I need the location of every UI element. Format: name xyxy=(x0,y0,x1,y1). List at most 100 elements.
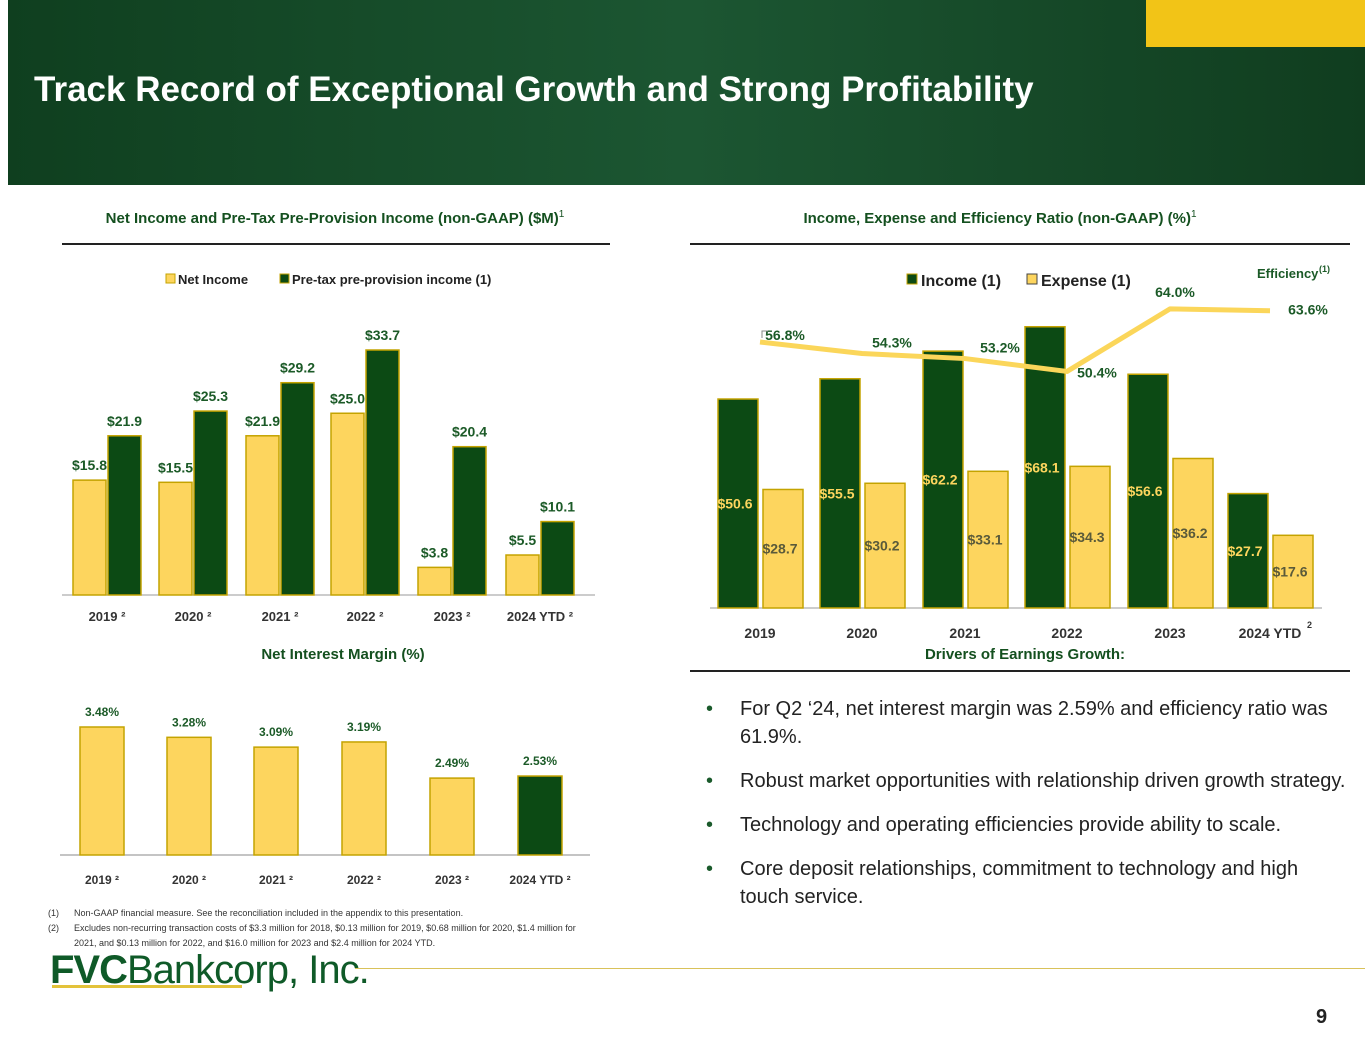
income-bar xyxy=(1127,373,1169,609)
expense-label: $17.6 xyxy=(1272,564,1307,580)
footnote-number: (1) xyxy=(48,908,59,918)
footnote-number: (2) xyxy=(48,923,59,933)
logo-underline xyxy=(52,985,242,988)
nim-label: 3.09% xyxy=(259,725,293,739)
chart1-x-tick: 2024 YTD ² xyxy=(507,609,574,624)
chart2-x-tick: 2021 ² xyxy=(259,873,293,887)
expense-label: $33.1 xyxy=(967,532,1002,548)
leader-line xyxy=(761,330,768,338)
driver-text: Technology and operating efficiencies pr… xyxy=(740,814,1282,836)
income-label: $62.2 xyxy=(922,472,957,488)
chart3-x-tick: 2023 xyxy=(1154,625,1185,641)
chart2-x-tick: 2022 ² xyxy=(347,873,381,887)
ppi-label: $33.7 xyxy=(365,327,400,343)
company-logo: FVCBankcorp, Inc. xyxy=(50,948,370,993)
net-income-bar xyxy=(330,412,365,596)
net-income-label: $15.5 xyxy=(158,459,193,475)
income-bar xyxy=(1024,325,1066,609)
net-income-label: $3.8 xyxy=(421,544,448,560)
chart1-title-sup: 1 xyxy=(558,209,565,220)
chart3-title-text: Income, Expense and Efficiency Ratio (no… xyxy=(803,210,1191,227)
income-bar xyxy=(819,378,861,609)
income-bar xyxy=(922,350,964,609)
chart2-title: Net Interest Margin (%) xyxy=(261,646,425,663)
expense-bar xyxy=(1272,534,1314,609)
income-bar xyxy=(717,398,759,609)
chart1-x-tick: 2021 ² xyxy=(262,609,300,624)
ppi-bar xyxy=(365,349,400,596)
legend-income: Income (1) xyxy=(921,273,1001,290)
ppi-bar xyxy=(452,445,487,596)
bullet-dot: • xyxy=(706,858,714,880)
efficiency-label: 54.3% xyxy=(872,335,912,351)
income-label: $50.6 xyxy=(717,496,752,512)
efficiency-line xyxy=(759,306,1271,374)
footnotes: (1) Non-GAAP financial measure. See the r… xyxy=(48,906,588,951)
nim-bar xyxy=(429,777,475,856)
efficiency-label: 53.2% xyxy=(980,340,1020,356)
ppi-bar xyxy=(540,520,575,596)
ppi-label: $20.4 xyxy=(452,424,487,440)
expense-label: $30.2 xyxy=(864,538,899,554)
nim-label: 3.28% xyxy=(172,715,206,729)
nim-label: 2.49% xyxy=(435,756,469,770)
chart1-x-tick: 2020 ² xyxy=(175,609,213,624)
chart3-x-tick: 2019 xyxy=(744,625,775,641)
driver-text: For Q2 ‘24, net interest margin was 2.59… xyxy=(740,698,1328,748)
efficiency-label: 56.8% xyxy=(765,327,805,343)
efficiency-label: 50.4% xyxy=(1077,364,1117,380)
income-label: $56.6 xyxy=(1127,483,1162,499)
net-income-bar xyxy=(505,554,540,596)
expense-label: $36.2 xyxy=(1172,525,1207,541)
driver-text: Core deposit relationships, commitment t… xyxy=(740,858,1299,908)
nim-bar xyxy=(79,726,125,856)
ppi-label: $10.1 xyxy=(540,499,575,515)
net-income-bar xyxy=(158,481,193,596)
net-income-label: $5.5 xyxy=(509,532,536,548)
expense-label: $34.3 xyxy=(1069,529,1104,545)
expense-label: $28.7 xyxy=(762,541,797,557)
legend-swatch-expense xyxy=(1026,273,1038,285)
page-number: 9 xyxy=(1316,1006,1328,1028)
bullet-dot: • xyxy=(706,770,714,792)
chart3-x-tick-sup: 2 xyxy=(1307,620,1312,630)
chart2-x-tick: 2023 ² xyxy=(435,873,469,887)
net-income-label: $15.8 xyxy=(72,457,107,473)
efficiency-label: 64.0% xyxy=(1155,284,1195,300)
efficiency-legend: Efficiency xyxy=(1257,266,1319,281)
chart1-title: Net Income and Pre-Tax Pre-Provision Inc… xyxy=(106,209,565,227)
expense-bar xyxy=(967,470,1009,609)
income-bar xyxy=(1227,492,1269,609)
net-income-bar xyxy=(245,435,280,596)
driver-bullet: • Technology and operating efficiencies p… xyxy=(706,811,1346,839)
legend-swatch-income xyxy=(906,273,918,285)
drivers-rule xyxy=(690,670,1350,672)
legend-swatch-net-income xyxy=(165,273,176,284)
ppi-label: $29.2 xyxy=(280,360,315,376)
expense-bar xyxy=(762,488,804,609)
corner-accent xyxy=(1146,0,1365,47)
chart1-x-tick: 2019 ² xyxy=(89,609,127,624)
chart3-rule xyxy=(690,243,1350,245)
net-income-label: $21.9 xyxy=(245,413,280,429)
net-income-bar xyxy=(417,566,452,596)
footnote-text: Excludes non-recurring transaction costs… xyxy=(74,923,576,948)
chart1-rule xyxy=(62,243,610,245)
income-label: $68.1 xyxy=(1024,459,1059,475)
nim-bar xyxy=(253,746,299,856)
footnote: (2) Excludes non-recurring transaction co… xyxy=(48,921,588,951)
footer-line xyxy=(355,968,1365,969)
chart1-title-text: Net Income and Pre-Tax Pre-Provision Inc… xyxy=(105,210,559,227)
drivers-list: • For Q2 ‘24, net interest margin was 2.5… xyxy=(706,695,1346,927)
chart3-x-tick: 2024 YTD xyxy=(1239,625,1302,641)
efficiency-label: 63.6% xyxy=(1288,302,1328,318)
chart3-x-tick: 2021 xyxy=(949,625,980,641)
driver-text: Robust market opportunities with relatio… xyxy=(740,770,1346,792)
net-income-label: $25.0 xyxy=(330,390,365,406)
ppi-bar xyxy=(280,381,315,596)
ppi-label: $21.9 xyxy=(107,413,142,429)
logo-bold: FVC xyxy=(50,948,128,992)
header-banner xyxy=(8,0,1365,185)
legend-net-income: Net Income xyxy=(178,272,248,287)
